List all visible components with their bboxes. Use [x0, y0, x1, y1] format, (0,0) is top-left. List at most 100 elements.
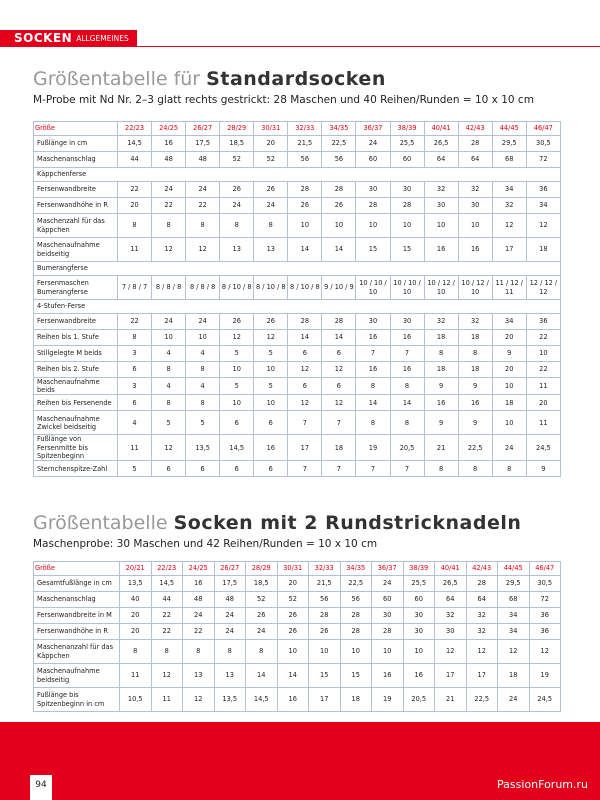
cell: 24,5: [525, 434, 562, 462]
cell: 22: [150, 607, 183, 624]
cell: 30,5: [525, 135, 562, 152]
column-header: 32/33: [287, 121, 323, 136]
cell: 24: [151, 313, 187, 330]
cell: 22: [182, 623, 215, 640]
column-header: 44/45: [491, 121, 527, 136]
cell: 60: [402, 591, 435, 608]
cell: 8 / 10 / 8: [253, 275, 289, 300]
cell: 34: [497, 623, 530, 640]
cell: 56: [321, 151, 357, 168]
cell: 30: [434, 623, 467, 640]
cell: 12: [465, 639, 498, 664]
row-label: Maschenaufnahme beidseitig: [33, 663, 120, 688]
row-label: Gesamtfußlänge in cm: [33, 575, 120, 592]
cell: 68: [497, 591, 530, 608]
cell: 10: [185, 329, 221, 346]
cell: 8: [182, 639, 215, 664]
cell: 13,5: [213, 687, 246, 712]
column-header: 46/47: [525, 121, 562, 136]
cell: 10: [355, 213, 391, 238]
cell: 20: [119, 607, 152, 624]
cell: 52: [219, 151, 255, 168]
cell: 16: [276, 687, 309, 712]
cell: 10 / 10 / 10: [355, 275, 391, 300]
cell: 3: [116, 376, 153, 396]
cell: 12: [497, 639, 530, 664]
cell: 12: [185, 237, 221, 262]
cell: 18: [339, 687, 372, 712]
cell: 16: [371, 663, 404, 688]
data-row: Reihen bis 2. Stufe 6 8 8 10 10 12 12 16 16 18 18 20…: [33, 361, 562, 378]
column-header: 38/39: [402, 561, 435, 576]
cell: 36: [528, 607, 561, 624]
cell: 16: [389, 329, 425, 346]
cell: 22,5: [321, 135, 357, 152]
title-bold: Standardsocken: [206, 68, 386, 90]
cell: 6: [287, 345, 323, 362]
cell: 14: [287, 237, 323, 262]
cell: 16: [402, 663, 435, 688]
cell: 8: [457, 460, 493, 478]
cell: 60: [389, 151, 425, 168]
cell: 18,5: [245, 575, 278, 592]
section-row: Bumerangferse: [33, 261, 561, 276]
cell: 26: [287, 197, 323, 214]
row-label: Fußlänge von Fersenmitte bis Spitzenbegi…: [33, 434, 118, 462]
cell: 72: [528, 591, 561, 608]
cell: 10: [371, 639, 404, 664]
cell: 5: [185, 410, 221, 436]
cell: 72: [525, 151, 562, 168]
cell: 10: [491, 376, 527, 396]
cell: 16: [151, 135, 187, 152]
column-header: 24/25: [182, 561, 215, 576]
cell: 34: [525, 197, 562, 214]
cell: 26: [253, 181, 289, 198]
column-header: 20/21: [119, 561, 152, 576]
cell: 28: [457, 135, 493, 152]
table1-title: Größentabelle für Standardsocken: [33, 68, 386, 90]
cell: 30,5: [528, 575, 561, 592]
cell: 7: [287, 460, 323, 478]
cell: 8: [245, 639, 278, 664]
cell: 5: [116, 460, 153, 478]
cell: 28: [339, 623, 372, 640]
cell: 26,5: [423, 135, 459, 152]
watermark: PassionForum.ru: [497, 778, 588, 791]
cell: 24: [497, 687, 530, 712]
cell: 48: [182, 591, 215, 608]
data-row: Fersenwandbreite 22 24 24 26 26 28 28 30 30 32 32 34…: [33, 181, 562, 198]
cell: 32: [491, 197, 527, 214]
cell: 24: [213, 607, 246, 624]
cell: 13,5: [119, 575, 152, 592]
cell: 28: [389, 197, 425, 214]
cell: 14: [389, 394, 425, 412]
section-label: Käppchenferse: [33, 167, 561, 182]
cell: 52: [253, 151, 289, 168]
cell: 28: [321, 181, 357, 198]
cell: 48: [185, 151, 221, 168]
cell: 12: [287, 394, 323, 412]
cell: 4: [185, 345, 221, 362]
cell: 21: [434, 687, 467, 712]
column-header: Größe: [33, 121, 118, 136]
cell: 26: [321, 197, 357, 214]
cell: 19: [528, 663, 561, 688]
cell: 25,5: [402, 575, 435, 592]
cell: 24: [371, 575, 404, 592]
cell: 32: [457, 313, 493, 330]
cell: 18: [525, 237, 562, 262]
size-table: Größe 20/21 22/23 24/25 26/27 28/29 30/31 32/33…: [33, 561, 561, 712]
row-label: Maschenanschlag: [33, 591, 120, 608]
cell: 20,5: [389, 434, 425, 462]
cell: 60: [371, 591, 404, 608]
cell: 18: [423, 329, 459, 346]
cell: 16: [355, 361, 391, 378]
cell: 15: [339, 663, 372, 688]
cell: 60: [355, 151, 391, 168]
cell: 24: [182, 607, 215, 624]
data-row: Maschenanschlag 40 44 48 48 52 52 56 56 60 60 64 64 6…: [33, 591, 561, 608]
cell: 6: [253, 460, 289, 478]
row-label: Fersenwandbreite: [33, 181, 118, 198]
section-name: SOCKEN: [14, 31, 73, 45]
